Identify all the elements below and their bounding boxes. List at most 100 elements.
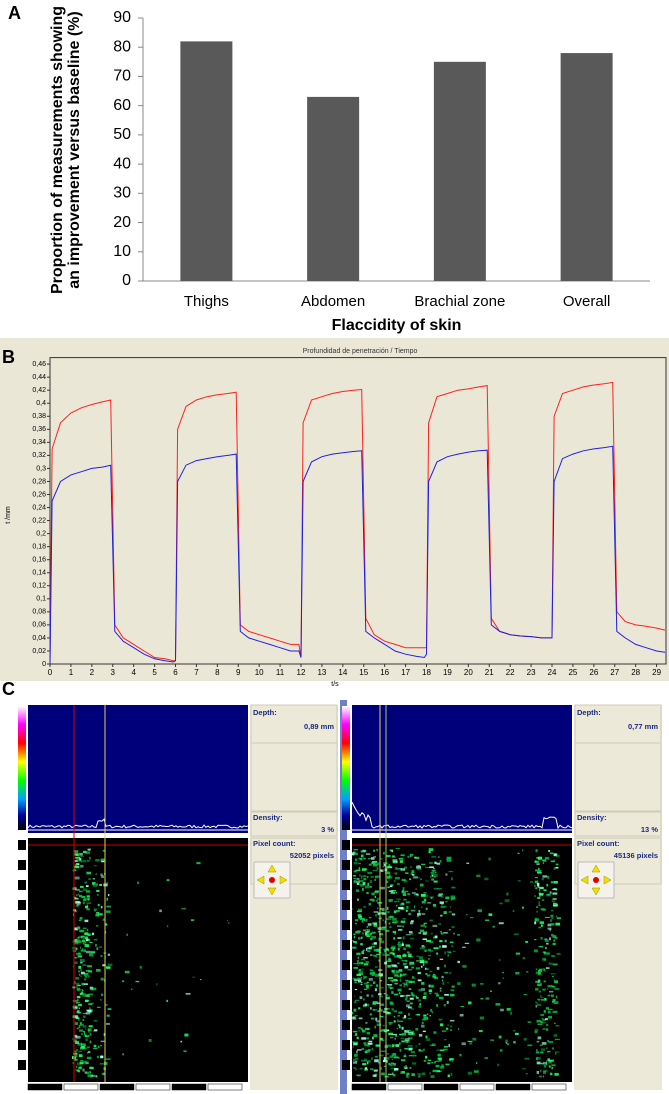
echo-streak — [554, 1051, 560, 1053]
echo-streak — [381, 912, 386, 915]
echo-streak — [441, 1030, 447, 1032]
echo-streak — [431, 1043, 436, 1047]
echo-streak — [89, 1066, 94, 1070]
echo-streak — [93, 909, 97, 912]
echo-streak — [358, 908, 362, 912]
echo-streak — [390, 876, 393, 879]
echo-streak — [535, 988, 539, 991]
echo-streak — [446, 1000, 449, 1004]
echo-streak — [432, 874, 438, 877]
echo-streak — [84, 1071, 88, 1074]
echo-streak — [105, 923, 108, 926]
width-ruler — [531, 1083, 567, 1091]
echo-streak — [401, 878, 406, 881]
depth-ruler — [18, 880, 26, 890]
echo-streak — [93, 1044, 97, 1048]
echo-streak — [353, 963, 359, 965]
echo-streak — [425, 1035, 428, 1039]
echo-streak — [397, 988, 402, 992]
echo-streak — [405, 872, 409, 874]
echo-streak — [535, 887, 538, 889]
echo-streak — [364, 1068, 368, 1071]
echo-streak — [430, 872, 435, 875]
echo-streak — [86, 1056, 92, 1060]
echo-streak — [381, 926, 387, 928]
echo-streak — [81, 991, 83, 995]
echo-streak — [383, 993, 386, 995]
echo-streak — [180, 1040, 183, 1043]
echo-streak — [448, 1058, 451, 1062]
echo-streak — [353, 995, 356, 997]
echo-streak — [102, 849, 105, 852]
echo-streak — [538, 1075, 543, 1078]
echo-streak — [101, 875, 105, 878]
echo-streak — [78, 919, 82, 921]
echo-streak — [363, 977, 365, 980]
echo-streak — [403, 880, 408, 883]
echo-streak — [75, 982, 80, 986]
echo-streak — [425, 894, 429, 898]
echo-streak — [96, 883, 98, 886]
echo-streak — [386, 960, 390, 962]
echo-streak — [366, 1032, 371, 1035]
echo-streak — [450, 989, 455, 991]
echo-streak — [451, 877, 453, 881]
echo-streak — [392, 1053, 396, 1055]
echo-streak — [192, 976, 195, 978]
echo-streak — [360, 943, 363, 946]
echo-streak — [78, 1012, 82, 1014]
echo-streak — [551, 1064, 556, 1067]
echo-streak — [535, 1051, 540, 1054]
echo-streak — [422, 1030, 426, 1033]
echo-streak — [397, 925, 402, 927]
echo-streak — [377, 913, 380, 916]
echo-streak — [374, 1025, 377, 1029]
echo-streak — [422, 931, 428, 935]
echo-streak — [93, 865, 97, 867]
echo-streak — [538, 1004, 542, 1006]
echo-streak — [355, 922, 357, 925]
echo-streak — [515, 952, 521, 955]
echo-streak — [397, 937, 402, 940]
echo-streak — [358, 969, 361, 972]
echo-streak — [395, 872, 397, 875]
echo-streak — [139, 966, 142, 969]
echo-streak — [388, 986, 391, 989]
echo-streak — [357, 914, 362, 917]
echo-streak — [406, 984, 409, 987]
echo-streak — [407, 968, 412, 971]
echo-streak — [86, 904, 88, 907]
echo-streak — [79, 959, 85, 962]
echo-streak — [105, 1058, 111, 1060]
echo-streak — [376, 897, 380, 900]
echo-streak — [423, 922, 428, 924]
echo-streak — [80, 1045, 86, 1049]
echo-streak — [361, 1037, 367, 1040]
echo-streak — [546, 988, 549, 990]
echo-streak — [542, 1028, 546, 1030]
echo-streak — [352, 1061, 357, 1064]
echo-streak — [553, 853, 558, 857]
echo-streak — [368, 902, 372, 906]
echo-streak — [88, 1025, 93, 1028]
echo-streak — [394, 876, 400, 880]
echo-streak — [80, 961, 83, 964]
echo-streak — [416, 895, 419, 897]
echo-streak — [362, 887, 364, 891]
echo-streak — [539, 921, 544, 924]
echo-streak — [356, 882, 360, 885]
echo-streak — [541, 859, 546, 861]
echo-streak — [554, 936, 558, 940]
histogram — [28, 705, 248, 833]
echo-streak — [386, 1057, 390, 1060]
echo-streak — [403, 1055, 407, 1058]
echo-streak — [86, 902, 92, 904]
echo-streak — [91, 1002, 95, 1004]
echo-streak — [374, 891, 379, 894]
echo-streak — [387, 1073, 393, 1075]
echo-streak — [418, 971, 422, 973]
echo-streak — [556, 952, 561, 955]
echo-streak — [358, 1030, 361, 1032]
echo-streak — [445, 905, 447, 908]
echo-streak — [84, 1043, 86, 1045]
